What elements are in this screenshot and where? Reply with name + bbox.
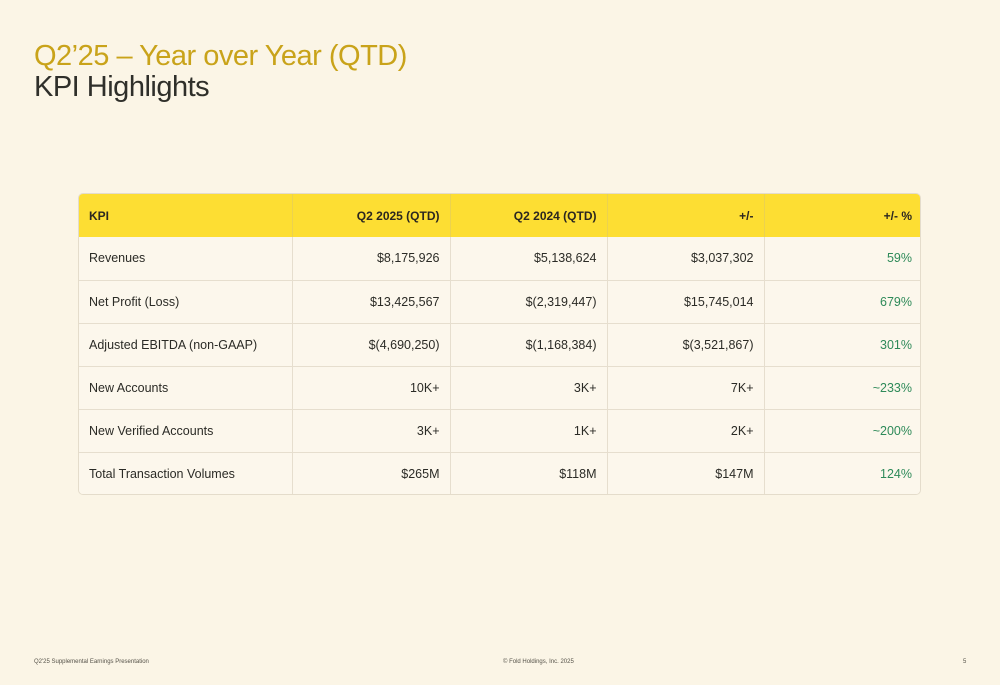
column-header-change: +/- xyxy=(607,194,765,237)
table-row: Adjusted EBITDA (non-GAAP) $(4,690,250) … xyxy=(79,322,920,366)
table-row: New Accounts 10K+ 3K+ 7K+ ~233% xyxy=(79,365,920,409)
change-percent-cell: 679% xyxy=(764,279,920,323)
change-percent-cell: ~200% xyxy=(764,408,920,452)
kpi-name-cell: Net Profit (Loss) xyxy=(79,279,293,323)
table-row: Total Transaction Volumes $265M $118M $1… xyxy=(79,451,920,494)
q2-2024-cell: 1K+ xyxy=(450,408,608,452)
change-cell: $15,745,014 xyxy=(607,279,765,323)
kpi-name-cell: New Verified Accounts xyxy=(79,408,293,452)
kpi-name-cell: Revenues xyxy=(79,237,293,280)
q2-2024-cell: $(1,168,384) xyxy=(450,322,608,366)
q2-2025-cell: $(4,690,250) xyxy=(292,322,451,366)
change-cell: $(3,521,867) xyxy=(607,322,765,366)
kpi-name-cell: Total Transaction Volumes xyxy=(79,451,293,494)
table-header-row: KPI Q2 2025 (QTD) Q2 2024 (QTD) +/- +/- … xyxy=(79,194,920,237)
kpi-name-cell: New Accounts xyxy=(79,365,293,409)
column-header-q2-2025: Q2 2025 (QTD) xyxy=(292,194,451,237)
q2-2024-cell: $5,138,624 xyxy=(450,237,608,280)
change-percent-cell: ~233% xyxy=(764,365,920,409)
change-cell: $147M xyxy=(607,451,765,494)
change-cell: $3,037,302 xyxy=(607,237,765,280)
change-cell: 2K+ xyxy=(607,408,765,452)
footer-copyright: © Fold Holdings, Inc. 2025 xyxy=(503,659,574,665)
page-subtitle: KPI Highlights xyxy=(34,71,210,103)
kpi-name-cell: Adjusted EBITDA (non-GAAP) xyxy=(79,322,293,366)
q2-2025-cell: 10K+ xyxy=(292,365,451,409)
q2-2024-cell: $(2,319,447) xyxy=(450,279,608,323)
q2-2024-cell: 3K+ xyxy=(450,365,608,409)
column-header-q2-2024: Q2 2024 (QTD) xyxy=(450,194,608,237)
page-title: Q2’25 – Year over Year (QTD) xyxy=(34,40,407,72)
table-row: New Verified Accounts 3K+ 1K+ 2K+ ~200% xyxy=(79,408,920,452)
kpi-table-container: KPI Q2 2025 (QTD) Q2 2024 (QTD) +/- +/- … xyxy=(78,193,921,495)
page-number: 5 xyxy=(963,659,967,665)
change-cell: 7K+ xyxy=(607,365,765,409)
column-header-change-percent: +/- % xyxy=(883,208,912,223)
q2-2025-cell: $265M xyxy=(292,451,451,494)
change-percent-cell: 124% xyxy=(764,451,920,494)
q2-2025-cell: $8,175,926 xyxy=(292,237,451,280)
column-header-kpi: KPI xyxy=(79,194,293,237)
table-row: Net Profit (Loss) $13,425,567 $(2,319,44… xyxy=(79,279,920,323)
q2-2025-cell: 3K+ xyxy=(292,408,451,452)
q2-2024-cell: $118M xyxy=(450,451,608,494)
change-percent-cell: 301% xyxy=(764,322,920,366)
footer-presentation-title: Q2'25 Supplemental Earnings Presentation xyxy=(34,659,149,665)
change-percent-cell: 59% xyxy=(886,251,912,266)
table-row: Revenues $8,175,926 $5,138,624 $3,037,30… xyxy=(79,237,920,280)
q2-2025-cell: $13,425,567 xyxy=(292,279,451,323)
kpi-table: KPI Q2 2025 (QTD) Q2 2024 (QTD) +/- +/- … xyxy=(79,194,920,494)
